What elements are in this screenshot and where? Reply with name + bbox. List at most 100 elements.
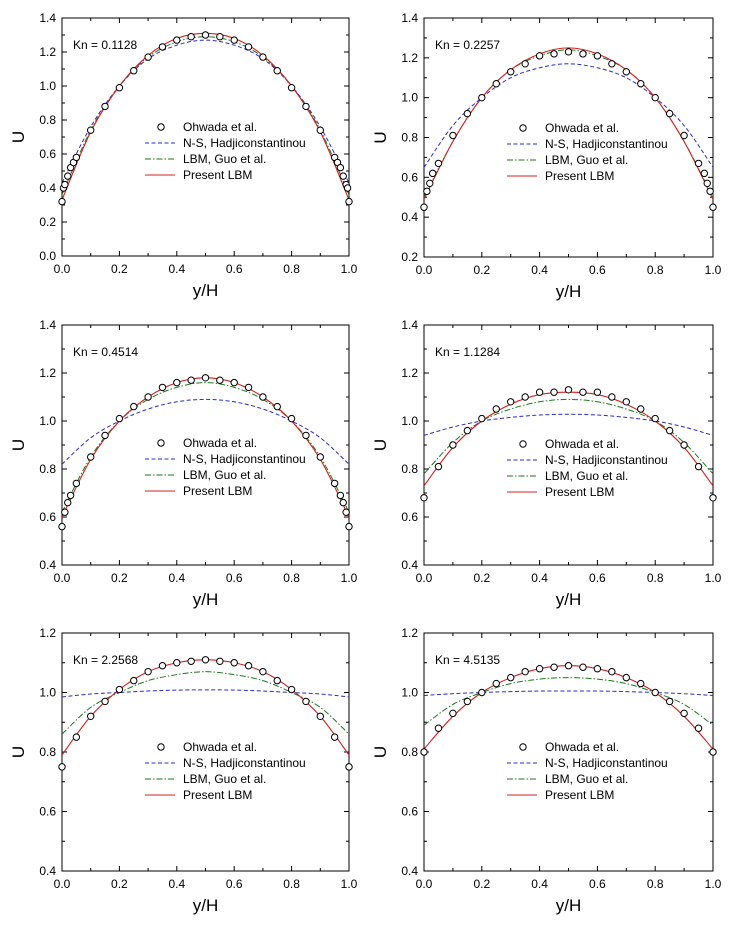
y-tick-label: 1.2: [39, 626, 56, 640]
kn-annotation: Kn = 4.5135: [435, 653, 500, 667]
series-line-dashed: [62, 689, 349, 698]
data-point-ohwada: [259, 393, 267, 401]
data-point-ohwada: [622, 673, 630, 682]
x-tick-label: 0.2: [111, 877, 128, 891]
x-tick-label: 1.0: [341, 877, 358, 891]
data-point-ohwada: [158, 43, 167, 51]
data-point-ohwada: [579, 388, 587, 396]
data-point-ohwada: [694, 462, 703, 471]
data-point-ohwada: [521, 393, 529, 401]
y-tick-label: 1.2: [401, 366, 418, 380]
series-group: [424, 665, 713, 750]
legend: Ohwada et al. N-S, Hadjiconstantinou LBM, …: [507, 121, 668, 183]
series-line-solid: [424, 47, 713, 200]
x-tick-label: 0.2: [473, 571, 490, 585]
data-point-ohwada: [507, 68, 515, 76]
data-point-ohwada: [593, 52, 602, 60]
data-point-ohwada: [316, 453, 324, 461]
data-point-ohwada: [345, 763, 353, 771]
data-point-ohwada: [64, 498, 72, 507]
kn-annotation: Kn = 1.1284: [435, 345, 500, 359]
data-point-ohwada: [230, 378, 238, 387]
data-point-ohwada: [58, 763, 66, 771]
data-point-ohwada: [58, 522, 66, 531]
series-line-dashdot: [424, 677, 713, 726]
series-line-dashdot: [424, 398, 713, 475]
data-point-ohwada: [651, 688, 659, 697]
data-point-ohwada: [330, 733, 339, 741]
data-point-ohwada: [703, 179, 711, 188]
x-tick-label: 0.8: [283, 571, 300, 585]
data-point-ohwada: [342, 508, 350, 516]
data-point-ohwada: [622, 398, 630, 406]
y-tick-label: 0.4: [39, 864, 56, 878]
x-tick-label: 0.6: [589, 571, 606, 585]
data-point-ohwada: [130, 676, 138, 685]
legend-label: LBM, Guo et al.: [545, 153, 628, 167]
data-point-ohwada: [216, 657, 224, 665]
series-line-dashed: [62, 398, 349, 465]
data-point-ohwada: [87, 453, 95, 461]
y-tick-label: 1.4: [39, 11, 56, 25]
data-point-ohwada: [259, 667, 267, 676]
data-point-ohwada: [426, 179, 434, 188]
legend-label: Present LBM: [545, 169, 614, 183]
x-tick-label: 0.4: [168, 571, 185, 585]
data-point-ohwada: [302, 102, 310, 111]
x-tick-label: 0.0: [54, 262, 71, 276]
data-point-ohwada: [420, 494, 428, 502]
y-tick-label: 0.2: [39, 215, 56, 229]
data-point-ohwada: [420, 203, 428, 211]
data-point-ohwada: [187, 33, 195, 41]
data-point-ohwada: [201, 374, 210, 382]
data-point-ohwada: [201, 656, 210, 664]
x-tick-label: 0.2: [473, 263, 490, 277]
y-axis-label: U: [371, 746, 390, 758]
data-point-ohwada: [173, 659, 181, 667]
legend-label: LBM, Guo et al.: [183, 468, 266, 482]
data-point-ohwada: [259, 53, 267, 61]
data-point-ohwada: [61, 508, 69, 516]
data-point-ohwada: [593, 665, 602, 673]
data-point-ohwada: [428, 169, 437, 178]
data-point-ohwada: [608, 667, 616, 676]
data-point-ohwada: [535, 665, 544, 673]
y-tick-label: 1.4: [401, 318, 418, 332]
y-tick-label: 0.4: [401, 210, 418, 224]
data-point-ohwada: [244, 662, 253, 670]
y-tick-label: 1.2: [39, 366, 56, 380]
data-point-ohwada: [101, 431, 109, 440]
data-point-ohwada: [709, 203, 717, 211]
data-point-ohwada: [651, 93, 659, 102]
data-point-ohwada: [302, 431, 310, 440]
legend-label: Ohwada et al.: [545, 437, 619, 451]
y-tick-label: 0.8: [39, 462, 56, 476]
y-tick-label: 0.8: [401, 462, 418, 476]
x-tick-label: 0.4: [168, 877, 185, 891]
x-tick-label: 0.8: [283, 877, 300, 891]
kn-annotation: Kn = 0.1128: [73, 38, 137, 52]
y-tick-label: 0.8: [39, 113, 56, 127]
data-point-ohwada: [507, 673, 515, 682]
data-point-ohwada: [144, 667, 152, 676]
kn-annotation: Kn = 0.4514: [73, 345, 138, 359]
data-point-ohwada: [709, 494, 717, 502]
legend: Ohwada et al. N-S, Hadjiconstantinou LBM, …: [145, 120, 306, 182]
data-point-ohwada: [287, 685, 296, 694]
x-tick-label: 0.8: [647, 571, 664, 585]
x-tick-label: 1.0: [705, 263, 722, 277]
data-point-ohwada: [449, 441, 457, 449]
data-point-ohwada: [665, 426, 674, 435]
data-point-ohwada: [478, 93, 486, 102]
chart-panel-4: 0.0 0.2 0.4 0.6 0.8 1.0 0.4 0.6 0.8 1.0 1.2 1.4 y/H U…: [371, 318, 722, 609]
kn-annotation: Kn = 2.2568: [73, 653, 138, 667]
data-point-ohwada: [339, 498, 347, 507]
data-point-ohwada: [608, 393, 616, 401]
y-tick-label: 0.6: [401, 805, 418, 819]
chart-panel-5: 0.0 0.2 0.4 0.6 0.8 1.0 0.4 0.6 0.8 1.0 1.2 y/H U Kn …: [9, 626, 358, 915]
data-point-ohwada: [187, 376, 195, 384]
data-point-ohwada: [273, 67, 281, 75]
y-tick-label: 0.8: [401, 745, 418, 759]
y-tick-label: 0.4: [39, 558, 56, 572]
